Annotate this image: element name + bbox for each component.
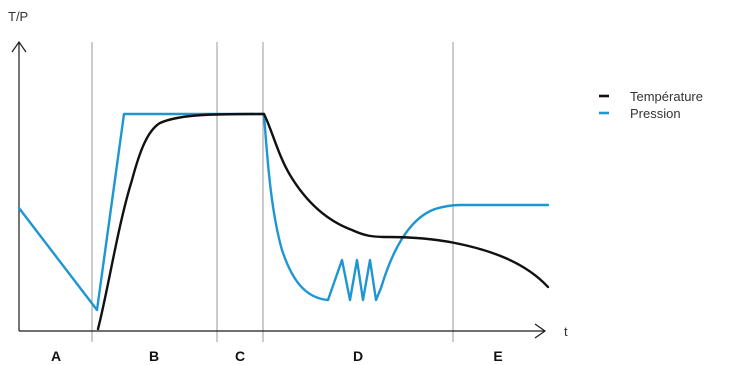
phase-label-c: C [235, 348, 245, 364]
temperature-curve [96, 112, 550, 331]
x-axis-arrow-icon [534, 323, 547, 339]
legend-label-pressure: Pression [630, 106, 681, 121]
phase-label-e: E [493, 348, 502, 364]
phase-label-a: A [51, 348, 61, 364]
legend-label-temperature: Température [630, 89, 703, 104]
y-axis-label: T/P [8, 9, 28, 24]
x-axis-label: t [564, 324, 568, 339]
y-axis-arrow-icon [11, 40, 27, 53]
pressure-curve [17, 112, 550, 312]
phase-label-b: B [149, 348, 159, 364]
phase-label-d: D [353, 348, 363, 364]
legend: Température Pression [599, 89, 703, 121]
